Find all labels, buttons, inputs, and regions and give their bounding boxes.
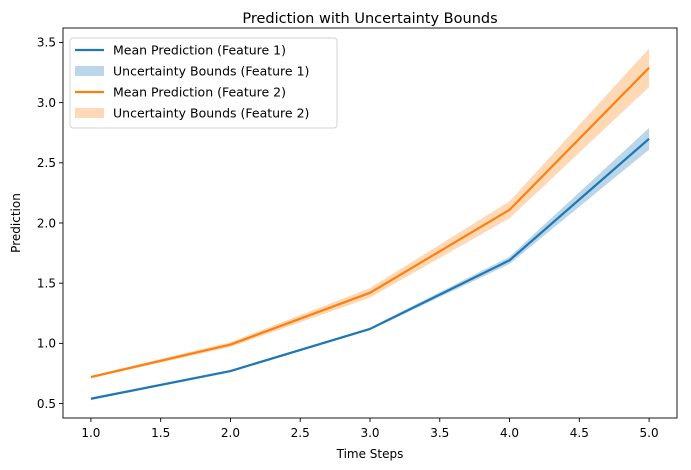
y-tick-label: 2.5 xyxy=(37,156,56,170)
x-tick-label: 4.5 xyxy=(570,426,589,440)
legend-band-swatch xyxy=(75,108,104,118)
y-axis: 0.5 1.0 1.5 2.0 2.5 3.0 3.5 xyxy=(37,36,63,411)
legend-label: Mean Prediction (Feature 2) xyxy=(113,85,286,100)
chart-title: Prediction with Uncertainty Bounds xyxy=(242,11,497,27)
legend-label: Uncertainty Bounds (Feature 1) xyxy=(113,64,309,79)
y-tick-label: 3.5 xyxy=(37,36,56,50)
mean-line-1 xyxy=(90,137,650,400)
y-tick-label: 1.0 xyxy=(37,337,56,351)
mean-lines xyxy=(90,66,650,400)
x-tick-label: 1.0 xyxy=(81,426,100,440)
y-tick-label: 3.0 xyxy=(37,96,56,110)
legend-box xyxy=(69,37,338,129)
x-tick-label: 3.0 xyxy=(360,426,379,440)
x-tick-label: 4.0 xyxy=(500,426,519,440)
legend-label: Mean Prediction (Feature 1) xyxy=(113,43,286,58)
legend-band-swatch xyxy=(75,66,104,76)
x-axis-label: Time Steps xyxy=(336,447,404,461)
y-tick-label: 0.5 xyxy=(37,397,56,411)
y-axis-label: Prediction xyxy=(9,193,23,253)
y-tick-label: 1.5 xyxy=(37,276,56,290)
legend-label: Uncertainty Bounds (Feature 2) xyxy=(113,106,309,121)
mean-line-2 xyxy=(90,66,650,379)
x-tick-label: 3.5 xyxy=(430,426,449,440)
x-tick-label: 1.5 xyxy=(151,426,170,440)
legend: Mean Prediction (Feature 1) Uncertainty B… xyxy=(69,37,338,129)
x-tick-label: 2.0 xyxy=(221,426,240,440)
x-tick-label: 2.5 xyxy=(291,426,310,440)
x-tick-label: 5.0 xyxy=(640,426,659,440)
y-tick-label: 2.0 xyxy=(37,216,56,230)
x-axis: 1.0 1.5 2.0 2.5 3.0 3.5 4.0 4.5 5.0 xyxy=(81,418,659,440)
